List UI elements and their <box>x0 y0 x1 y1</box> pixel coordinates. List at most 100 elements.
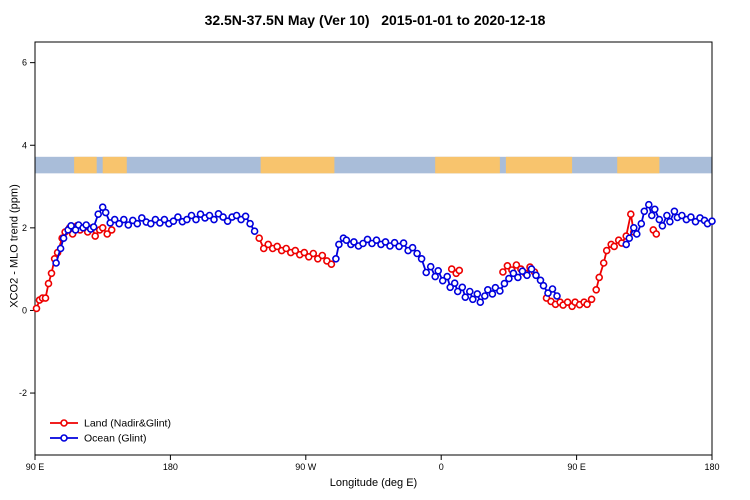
data-point-ocean <box>655 215 664 224</box>
data-point-ocean <box>443 272 452 281</box>
data-point-ocean <box>147 219 155 228</box>
data-point-land <box>32 304 41 313</box>
data-point-ocean <box>399 239 408 247</box>
data-point-ocean <box>246 219 254 228</box>
data-point-ocean <box>232 211 241 220</box>
map-band-ocean <box>35 156 712 174</box>
legend-label-ocean: Ocean (Glint) <box>84 433 146 445</box>
data-point-land <box>455 266 464 275</box>
data-point-ocean <box>666 217 674 226</box>
data-point-ocean <box>514 273 522 282</box>
data-point-ocean <box>431 272 440 281</box>
data-point-ocean <box>488 290 497 298</box>
data-point-ocean <box>138 214 146 222</box>
legend-marker-ocean <box>60 434 68 442</box>
x-tick-label: 180 <box>704 462 719 472</box>
x-tick-label: 0 <box>439 462 444 472</box>
data-point-ocean <box>59 234 68 242</box>
map-band-land <box>435 156 500 174</box>
data-point-ocean <box>708 217 716 225</box>
data-point-land <box>47 269 56 278</box>
data-point-ocean <box>468 295 477 304</box>
data-point-land <box>595 273 604 282</box>
data-point-ocean <box>187 211 196 220</box>
data-point-ocean <box>241 212 250 221</box>
y-tick-label: 0 <box>22 305 27 315</box>
data-point-land <box>255 234 264 242</box>
data-point-land <box>300 248 309 257</box>
data-point-ocean <box>408 243 417 252</box>
data-point-ocean <box>637 219 646 228</box>
data-point-ocean <box>473 290 482 298</box>
data-point-land <box>599 259 608 267</box>
data-point-ocean <box>89 223 98 231</box>
data-point-land <box>91 232 99 240</box>
data-point-ocean <box>625 234 634 242</box>
map-band-land <box>102 156 127 174</box>
data-point-ocean <box>67 222 75 230</box>
data-point-ocean <box>622 240 631 249</box>
chart-title: 32.5N-37.5N May (Ver 10) 2015-01-01 to 2… <box>204 12 546 28</box>
data-point-land <box>610 242 619 251</box>
data-point-ocean <box>523 271 531 280</box>
data-point-ocean <box>210 215 218 224</box>
data-point-land <box>503 261 512 270</box>
map-band-land <box>260 156 335 174</box>
data-point-ocean <box>670 207 679 216</box>
data-point-land <box>309 249 318 258</box>
data-point-ocean <box>56 244 65 253</box>
data-point-ocean <box>640 207 649 216</box>
x-tick-label: 90 E <box>26 462 45 472</box>
data-point-ocean <box>532 271 540 280</box>
data-point-ocean <box>350 238 358 246</box>
data-point-ocean <box>509 269 518 278</box>
data-point-land <box>327 260 336 269</box>
data-point-ocean <box>496 287 504 295</box>
data-point-land <box>291 246 300 255</box>
data-point-land <box>512 261 521 269</box>
data-point-ocean <box>52 259 60 267</box>
data-point-ocean <box>101 208 110 217</box>
data-point-ocean <box>82 221 90 229</box>
data-point-ocean <box>450 279 459 288</box>
y-tick-label: 6 <box>22 58 27 68</box>
x-tick-label: 180 <box>163 462 178 472</box>
data-point-ocean <box>205 211 214 220</box>
x-axis-title: Longitude (deg E) <box>329 477 418 489</box>
data-point-land <box>44 279 53 288</box>
data-point-ocean <box>124 221 133 229</box>
data-point-ocean <box>446 283 455 292</box>
data-point-ocean <box>342 236 351 244</box>
data-point-land <box>602 246 611 255</box>
data-point-land <box>259 244 268 253</box>
data-point-ocean <box>500 279 509 288</box>
data-point-ocean <box>426 262 435 271</box>
data-point-ocean <box>629 224 638 232</box>
data-point-land <box>652 230 661 238</box>
data-point-land <box>282 244 291 253</box>
data-point-ocean <box>453 287 462 296</box>
data-point-land <box>264 240 273 249</box>
data-point-ocean <box>518 267 527 276</box>
data-point-ocean <box>120 215 128 224</box>
data-point-land <box>447 265 456 273</box>
x-tick-label: 90 W <box>295 462 317 472</box>
data-point-ocean <box>438 276 447 285</box>
data-point-ocean <box>372 236 381 244</box>
legend-label-land: Land (Nadir&Glint) <box>84 418 171 430</box>
data-point-land <box>587 295 596 304</box>
data-point-ocean <box>687 213 695 221</box>
data-point-ocean <box>183 215 191 224</box>
data-point-land <box>103 230 111 238</box>
data-point-land <box>626 210 635 218</box>
data-point-ocean <box>650 205 659 214</box>
data-point-ocean <box>553 292 561 300</box>
data-point-ocean <box>133 219 142 228</box>
data-point-ocean <box>363 235 372 244</box>
data-point-ocean <box>413 249 421 258</box>
data-point-land <box>41 294 50 302</box>
data-point-ocean <box>94 210 102 218</box>
data-point-ocean <box>544 289 552 297</box>
data-point-ocean <box>381 238 390 246</box>
data-point-ocean <box>434 266 443 275</box>
